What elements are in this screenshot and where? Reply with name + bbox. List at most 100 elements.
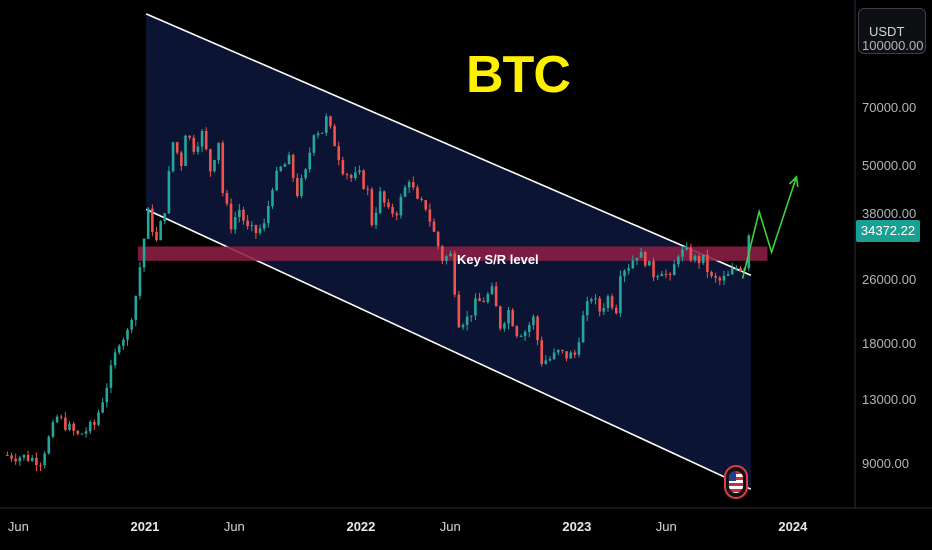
candle-body <box>689 247 693 261</box>
candle-body <box>271 190 274 207</box>
candle-body <box>196 146 200 152</box>
candle-body <box>739 267 742 271</box>
candle-body <box>420 198 423 201</box>
candle-body <box>362 170 365 189</box>
candle-body <box>167 171 171 214</box>
candle-body <box>643 252 647 266</box>
candle-body <box>465 316 469 325</box>
candle-body <box>254 225 258 233</box>
candle-body <box>544 360 548 365</box>
candle-body <box>43 453 46 466</box>
projection-line <box>741 176 798 279</box>
candle-body <box>296 177 299 197</box>
candle-body <box>403 187 407 197</box>
candle-body <box>146 208 150 239</box>
candle-body <box>59 416 63 418</box>
candle-body <box>693 256 697 261</box>
candle-body <box>478 298 481 302</box>
candle-body <box>329 116 332 127</box>
y-tick-label: 18000.00 <box>862 335 917 351</box>
candle-body <box>697 256 701 264</box>
candle-body <box>283 164 287 167</box>
y-tick-label: 9000.00 <box>862 456 909 472</box>
candle-body <box>233 217 237 230</box>
candle-body <box>552 352 556 359</box>
candle-body <box>565 351 568 359</box>
candle-body <box>507 310 510 324</box>
candle-body <box>126 329 129 340</box>
candle-body <box>627 268 630 271</box>
candle-body <box>122 339 125 346</box>
candle-body <box>22 454 26 458</box>
candle-body <box>411 182 415 188</box>
candle-body <box>735 267 738 269</box>
x-tick-label: Jun <box>7 519 29 534</box>
candle-body <box>424 200 428 210</box>
candle-body <box>217 142 220 161</box>
candle-body <box>701 254 705 264</box>
candle-body <box>457 294 461 328</box>
candle-body <box>540 340 543 365</box>
candle-body <box>68 423 71 430</box>
candle-body <box>639 252 643 258</box>
currency-button[interactable]: USDT <box>858 8 926 54</box>
candle-body <box>180 152 183 167</box>
candle-body <box>105 387 109 403</box>
candle-body <box>685 247 688 250</box>
candle-body <box>151 208 154 233</box>
x-tick-label: Jun <box>655 519 677 534</box>
y-tick-label: 70000.00 <box>862 99 917 115</box>
candle-body <box>320 132 324 134</box>
candle-body <box>18 457 22 462</box>
candle-body <box>585 301 589 316</box>
candle-body <box>469 315 473 317</box>
candle-body <box>221 142 225 194</box>
candle-body <box>594 298 597 300</box>
candle-body <box>631 260 635 269</box>
candle-body <box>279 166 283 171</box>
candle-body <box>374 212 378 226</box>
candle-body <box>498 306 502 329</box>
candle-body <box>64 417 67 430</box>
candle-body <box>383 191 386 203</box>
candle-body <box>370 189 374 226</box>
candle-body <box>155 232 158 241</box>
candle-body <box>80 433 84 435</box>
candle-body <box>652 260 655 278</box>
candle-body <box>482 301 486 303</box>
candle-body <box>453 253 457 295</box>
candle-body <box>250 225 254 227</box>
candle-body <box>656 276 659 278</box>
candle-body <box>345 174 349 176</box>
candle-body <box>262 223 266 229</box>
candle-body <box>159 221 162 241</box>
candle-body <box>606 296 610 309</box>
candle-body <box>325 116 328 133</box>
candle-body <box>635 257 639 261</box>
candle-body <box>138 267 142 296</box>
candle-body <box>416 187 419 199</box>
candle-body <box>730 268 734 275</box>
candle-body <box>660 273 664 277</box>
candle-body <box>312 135 316 153</box>
candle-body <box>527 325 531 332</box>
candle-body <box>681 249 684 257</box>
candle-body <box>474 298 477 316</box>
candle-body <box>39 465 42 467</box>
candle-body <box>523 331 527 336</box>
candle-body <box>445 256 448 261</box>
candle-body <box>35 457 38 466</box>
candle-body <box>399 196 403 216</box>
us-flag-icon[interactable] <box>724 465 748 499</box>
candle-body <box>358 170 361 173</box>
candle-body <box>258 228 262 233</box>
candle-body <box>432 221 436 232</box>
candle-body <box>349 175 353 179</box>
candle-body <box>407 182 411 188</box>
candle-body <box>142 238 146 268</box>
candle-body <box>602 308 606 312</box>
candle-body <box>461 324 465 328</box>
candle-body <box>490 286 494 295</box>
x-tick-label: 2022 <box>346 519 376 534</box>
